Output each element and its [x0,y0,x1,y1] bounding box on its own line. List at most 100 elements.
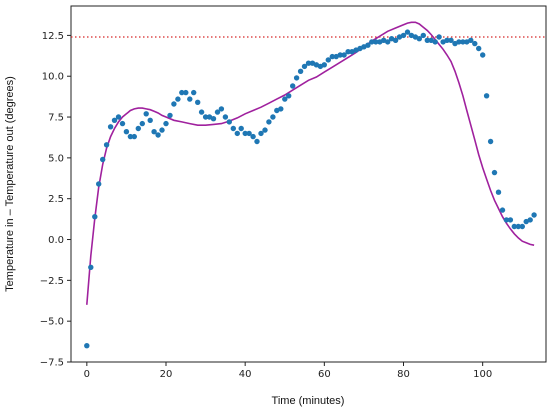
data-point [270,114,276,120]
data-point [472,40,478,47]
data-point [476,45,482,52]
data-point [369,39,375,45]
y-tick-label: 12.5 [42,31,64,42]
data-point [100,156,106,163]
data-point [373,39,379,45]
data-point [400,32,407,39]
data-point [131,133,137,140]
data-point [341,52,347,58]
data-point [432,39,438,45]
data-point [159,127,165,133]
data-point [404,29,411,35]
data-point [107,124,114,130]
data-point [531,212,537,218]
data-point [503,217,510,223]
y-tick-label: 7.5 [48,113,64,124]
data-point [246,130,252,137]
data-point [365,42,371,48]
data-point [258,130,264,137]
data-point [226,119,232,125]
data-point [460,39,466,45]
data-point [392,37,399,43]
data-point [337,52,343,58]
data-point [325,57,331,63]
data-point [262,127,268,133]
data-point [297,68,304,75]
y-tick-label: 5.0 [48,153,64,164]
data-point [139,120,145,127]
data-point [480,52,486,58]
data-point [444,37,450,43]
data-point [420,32,426,39]
x-tick-label: 40 [239,369,252,380]
data-point [329,53,335,60]
data-point [242,130,248,137]
data-point [171,101,177,107]
data-point [515,223,521,230]
data-point [491,169,498,176]
data-point [92,214,98,220]
data-point [385,39,391,45]
y-tick-label: −5.0 [40,317,64,328]
data-point [119,120,126,127]
data-point [286,93,292,99]
data-point [135,125,141,132]
x-tick-label: 60 [318,369,331,380]
x-tick-label: 100 [473,369,492,380]
data-point [214,109,221,115]
y-tick-label: −7.5 [40,358,64,369]
data-point [115,114,122,120]
data-point [495,189,502,195]
data-point [483,93,490,99]
fit-curve-line [86,21,535,305]
data-point [202,114,209,120]
y-tick-label: 2.5 [48,194,64,205]
data-point [527,217,533,223]
data-point [278,106,284,112]
data-point [230,125,236,132]
data-point [143,111,149,117]
data-point [416,36,422,42]
y-axis-label: Temperature in – Temperature out (degree… [4,76,16,292]
data-point [266,119,272,125]
data-point [179,89,185,96]
x-tick-label: 80 [397,369,410,380]
data-point [448,37,454,43]
data-point [96,181,102,187]
data-point [282,96,288,102]
data-point [191,89,197,96]
data-point [321,62,327,68]
data-point [103,142,110,148]
data-point [155,132,161,138]
data-point [175,96,181,102]
data-point [436,34,442,40]
data-point [290,83,296,89]
data-point [84,343,90,349]
x-tick-label: 0 [84,369,90,380]
data-point [167,112,173,119]
data-point [345,49,351,55]
data-point [507,217,514,223]
data-point [254,138,260,145]
data-point [499,207,506,213]
data-point [88,264,94,270]
data-point [187,96,193,102]
data-point [123,129,130,135]
data-point [195,99,201,106]
data-point [301,63,308,70]
data-point [151,129,157,135]
data-point [305,60,312,66]
x-tick-label: 20 [160,369,173,380]
y-tick-label: 10.0 [42,72,64,83]
data-point [163,120,169,127]
x-axis-label: Time (minutes) [272,395,345,407]
data-point [198,109,205,115]
data-point [183,89,189,96]
data-point [519,223,525,230]
plot-frame [70,5,547,363]
data-point [511,223,517,230]
data-point [468,37,474,43]
data-point [234,130,240,137]
